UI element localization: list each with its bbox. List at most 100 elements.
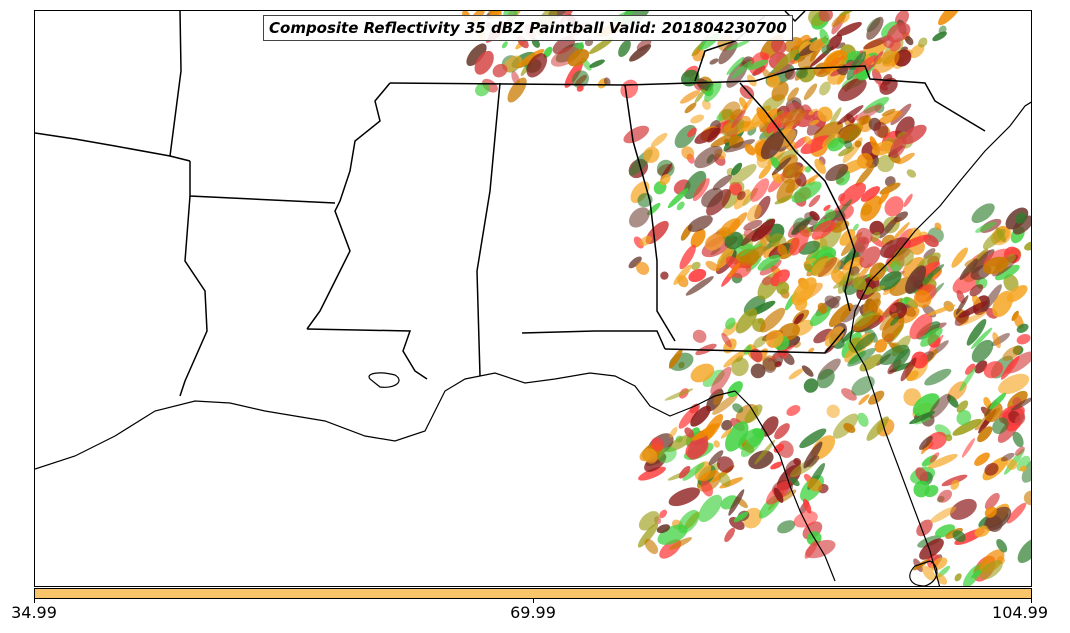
paintball-blob — [743, 219, 763, 231]
paintball-blob — [720, 428, 733, 439]
paintball-blob — [729, 164, 757, 185]
paintball-blob — [992, 417, 1009, 434]
paintball-blob — [788, 368, 804, 380]
paintball-blob — [824, 326, 844, 347]
paintball-blob — [725, 139, 755, 153]
paintball-blob — [728, 262, 741, 278]
paintball-blob — [690, 363, 715, 383]
paintball-blob — [750, 363, 766, 379]
paintball-blob — [827, 137, 845, 152]
paintball-blob — [917, 37, 928, 48]
paintball-blob — [938, 11, 963, 26]
paintball-blob — [765, 329, 784, 348]
paintball-blob — [804, 257, 817, 265]
paintball-blob — [732, 403, 744, 413]
paintball-blob — [739, 243, 764, 257]
paintball-blob — [1014, 414, 1026, 426]
paintball-blob — [751, 218, 776, 242]
paintball-blob — [982, 256, 1009, 275]
paintball-blob — [866, 16, 884, 40]
paintball-blob — [725, 317, 736, 330]
paintball-blob — [902, 256, 925, 279]
paintball-blob — [824, 209, 836, 220]
paintball-blob — [1016, 323, 1029, 333]
paintball-blob — [813, 328, 833, 344]
paintball-blob — [923, 248, 936, 259]
paintball-blob — [659, 174, 671, 186]
paintball-blob — [710, 366, 732, 395]
paintball-blob — [874, 339, 888, 353]
paintball-blob — [474, 50, 494, 75]
paintball-blob — [681, 146, 695, 160]
border-ar-west — [169, 11, 191, 162]
paintball-blob — [966, 318, 987, 346]
paintball-blob — [1016, 455, 1031, 472]
paintball-blob — [901, 124, 927, 145]
paintball-blob — [831, 13, 847, 28]
paintball-blob — [844, 140, 853, 149]
paintball-blob — [650, 132, 668, 148]
paintball-blob — [929, 506, 957, 523]
paintball-blob — [882, 34, 895, 49]
paintball-blob — [911, 351, 929, 369]
map-title: Composite Reflectivity 35 dBZ Paintball … — [263, 15, 793, 41]
paintball-blob — [774, 195, 794, 205]
paintball-blob — [835, 42, 846, 49]
paintball-blob — [808, 119, 820, 126]
paintball-blob — [769, 59, 796, 79]
paintball-blob — [740, 433, 764, 458]
paintball-blob — [977, 426, 993, 443]
paintball-blob — [721, 332, 732, 348]
paintball-blob — [995, 227, 1007, 243]
border-al-ga — [624, 84, 676, 342]
paintball-blob — [664, 388, 694, 401]
paintball-blob — [807, 478, 823, 492]
paintball-blob — [897, 152, 915, 165]
paintball-blob — [516, 48, 545, 68]
paintball-blob — [793, 457, 802, 466]
paintball-blob — [952, 530, 966, 543]
paintball-blob — [694, 127, 720, 144]
paintball-blob — [903, 388, 922, 406]
paintball-blob — [915, 467, 929, 482]
paintball-blob — [701, 479, 713, 497]
paintball-blob — [789, 229, 810, 256]
paintball-blob — [725, 421, 749, 452]
colorbar-tick-label-0: 34.99 — [11, 603, 57, 622]
paintball-blob — [922, 565, 936, 581]
paintball-blob — [712, 174, 733, 191]
border-ar-la-north — [189, 161, 336, 204]
paintball-blob — [685, 276, 714, 296]
paintball-blob — [588, 37, 614, 54]
paintball-blob — [843, 256, 865, 271]
map-frame — [34, 10, 1032, 587]
paintball-blob — [839, 182, 866, 207]
paintball-blob — [799, 428, 827, 449]
border-nc-sc — [754, 65, 986, 132]
paintball-blob — [736, 191, 746, 201]
paintball-blob — [877, 110, 902, 125]
paintball-blob — [721, 419, 733, 431]
colorbar-tick-label-2: 104.99 — [992, 603, 1048, 622]
paintball-blob — [956, 409, 972, 426]
paintball-blob — [860, 195, 882, 222]
paintball-blob — [731, 109, 746, 129]
paintball-blob — [934, 222, 942, 231]
paintball-blob — [920, 327, 943, 347]
paintball-blob — [716, 456, 734, 473]
colorbar-tick-label-1: 69.99 — [510, 603, 556, 622]
paintball-blob — [831, 220, 850, 233]
paintball-blob — [854, 140, 862, 148]
paintball-blob — [838, 125, 862, 142]
paintball-blob — [951, 247, 968, 268]
paintball-blob — [691, 423, 720, 441]
paintball-blob — [629, 207, 650, 228]
paintball-blob — [847, 348, 876, 367]
paintball-blob — [806, 455, 820, 468]
paintball-blob — [743, 119, 767, 132]
paintball-blob — [832, 272, 860, 289]
paintball-blob — [692, 329, 707, 343]
paintball-blob — [919, 538, 944, 560]
paintball-blob — [855, 163, 875, 187]
paintball-blob — [658, 446, 677, 464]
